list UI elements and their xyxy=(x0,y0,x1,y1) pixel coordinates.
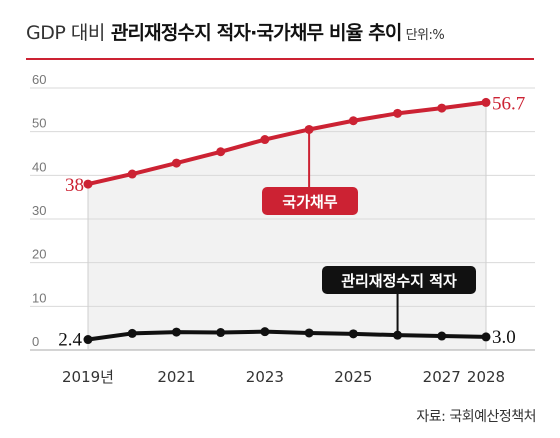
y-tick-label: 50 xyxy=(32,116,46,131)
title-prefix: GDP 대비 xyxy=(26,22,105,44)
debt-callout-label: 국가채무 xyxy=(282,193,337,211)
debt-point xyxy=(437,103,447,113)
debt-point xyxy=(171,158,181,168)
deficit-point xyxy=(393,330,403,340)
debt-line xyxy=(87,100,487,187)
debt-area-fill xyxy=(88,102,486,350)
deficit-point xyxy=(437,331,447,341)
y-tick-label: 20 xyxy=(32,247,46,262)
deficit-point xyxy=(481,332,491,342)
x-tick-label: 2019년 xyxy=(62,368,114,386)
debt-point xyxy=(260,135,270,145)
debt-point xyxy=(481,97,491,107)
x-tick-label: 2028 xyxy=(467,368,505,386)
deficit-point xyxy=(83,335,93,345)
x-tick-label: 2025 xyxy=(334,368,372,386)
debt-point xyxy=(304,124,314,134)
deficit-callout-box xyxy=(322,266,476,294)
debt-point xyxy=(216,147,226,157)
deficit-point xyxy=(260,327,270,337)
x-tick-label: 2023 xyxy=(246,368,284,386)
debt-point xyxy=(348,116,358,126)
deficit-point xyxy=(171,327,181,337)
deficit-point xyxy=(127,328,137,338)
deficit-point xyxy=(304,328,314,338)
x-tick-label: 2021 xyxy=(157,368,195,386)
y-tick-label: 30 xyxy=(32,203,46,218)
source-note: 자료: 국회예산정책처 xyxy=(416,409,536,425)
debt-end-label: 56.7 xyxy=(492,93,525,114)
deficit-callout-label: 관리재정수지 적자 xyxy=(341,272,457,290)
unit-label: 단위:% xyxy=(405,28,445,43)
y-tick-label: 40 xyxy=(32,159,46,174)
title-main: 관리재정수지 적자·국가채무 비율 추이 xyxy=(110,22,403,44)
debt-start-label: 38 xyxy=(65,175,84,196)
deficit-point xyxy=(216,328,226,338)
deficit-start-label: 2.4 xyxy=(58,330,82,351)
y-tick-label: 60 xyxy=(32,72,46,87)
y-tick-label: 0 xyxy=(32,334,39,349)
debt-callout-box xyxy=(262,187,358,215)
debt-point xyxy=(127,169,137,179)
y-tick-label: 10 xyxy=(32,290,46,305)
debt-point xyxy=(393,108,403,118)
deficit-point xyxy=(348,329,358,339)
title-divider xyxy=(26,58,534,60)
deficit-line xyxy=(87,329,487,342)
x-tick-label: 2027 xyxy=(423,368,461,386)
chart-title: GDP 대비 관리재정수지 적자·국가채무 비율 추이 단위:% xyxy=(26,18,550,50)
deficit-end-label: 3.0 xyxy=(492,327,516,348)
debt-point xyxy=(83,179,93,189)
